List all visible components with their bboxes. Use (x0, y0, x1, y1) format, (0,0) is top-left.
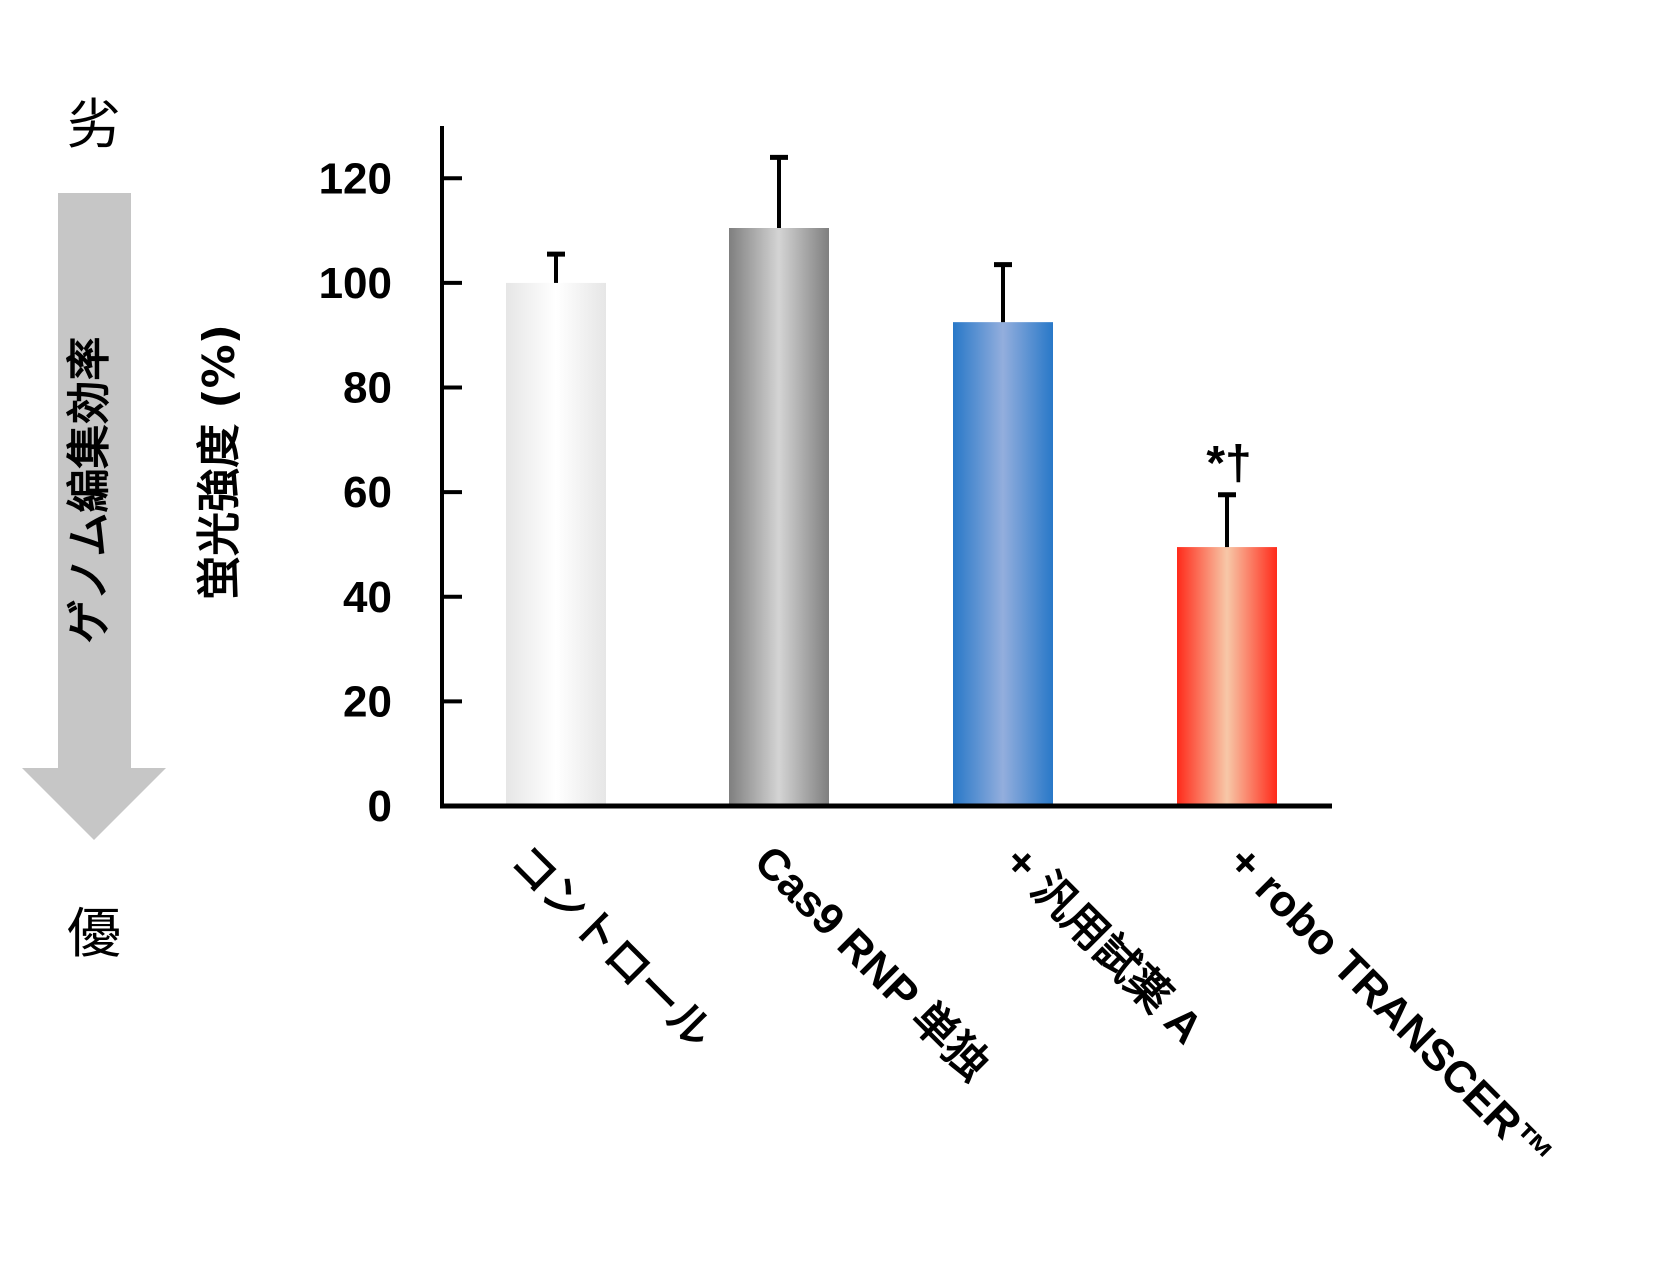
error-bars (547, 154, 1236, 548)
category-label-1: コントロール (501, 836, 722, 1057)
bar-3 (953, 322, 1053, 806)
side-arrow-label: ゲノム編集効率 (64, 337, 115, 644)
y-axis-label: 蛍光強度 (%) (194, 324, 245, 600)
bars (506, 228, 1277, 806)
error-bar-2 (770, 154, 788, 228)
bar-1 (506, 282, 606, 806)
side-top-label: 劣 (67, 93, 121, 156)
error-bar-1 (547, 251, 565, 283)
y-tick-label: 40 (343, 573, 392, 622)
significance-annotation: *† (1206, 437, 1251, 490)
category-labels: コントロール Cas9 RNP 単独+ 汎用試薬 A + robo TRANSCER… (501, 836, 1562, 1179)
error-bar-3 (994, 262, 1012, 323)
y-tick-label: 120 (319, 154, 392, 203)
down-arrow-icon (22, 193, 166, 840)
bar-2 (729, 228, 829, 806)
y-tick-label: 20 (343, 677, 392, 726)
side-scale: 劣 ゲノム編集効率 優 (22, 93, 166, 965)
category-label-3: + 汎用試薬 A (995, 836, 1212, 1053)
bar-4 (1177, 547, 1277, 806)
side-bottom-label: 優 (67, 902, 121, 965)
error-bar-4 (1218, 492, 1236, 548)
y-tick-label: 80 (343, 364, 392, 413)
y-tick-label: 60 (343, 468, 392, 517)
category-label-4: + robo TRANSCER™ (1219, 836, 1562, 1179)
y-axis-ticks: 0 20 40 60 80 100 120 (319, 154, 462, 831)
category-label-2: Cas9 RNP 単独 (745, 836, 999, 1090)
y-tick-label: 0 (368, 782, 392, 831)
y-tick-label: 100 (319, 259, 392, 308)
